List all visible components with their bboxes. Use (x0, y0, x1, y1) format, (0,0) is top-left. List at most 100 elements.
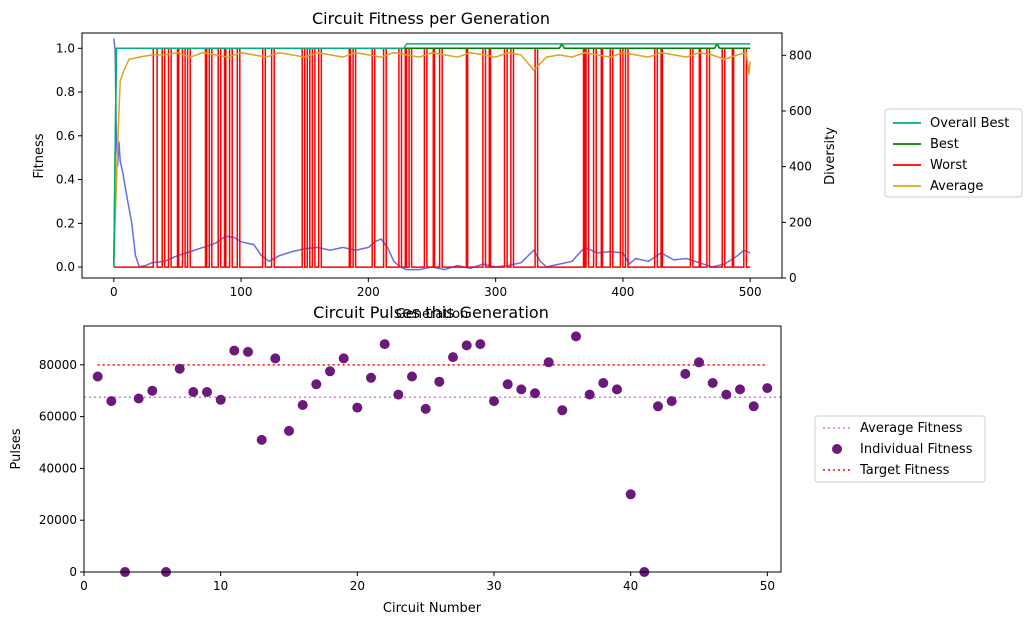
x-tick-label: 30 (486, 579, 501, 593)
scatter-point (625, 489, 636, 500)
y-tick-label: 20000 (39, 513, 77, 527)
y-tick-label: 80000 (39, 358, 77, 372)
legend-label: Worst (930, 158, 967, 173)
scatter-point (707, 378, 718, 388)
scatter-point (366, 372, 376, 383)
fitness-chart: Circuit Fitness per Generation 0 100 200 30… (32, 9, 1023, 322)
scatter-point (584, 389, 595, 400)
fitness-chart-y2-ticks: 0 200 400 600 800 (782, 48, 812, 285)
legend-label: Target Fitness (859, 463, 950, 478)
scatter-point (147, 385, 158, 396)
scatter-point (721, 389, 732, 400)
x-tick-label: 20 (350, 579, 365, 593)
pulses-chart-x-ticks: 0 10 20 30 40 50 (80, 572, 775, 593)
scatter-point (407, 371, 417, 382)
scatter-point (530, 388, 540, 399)
scatter-point (557, 405, 568, 416)
x-tick-label: 500 (739, 285, 762, 299)
scatter-point (325, 366, 335, 377)
scatter-point (311, 379, 322, 390)
y-tick-label: 1.0 (56, 41, 75, 55)
scatter-point (393, 389, 404, 400)
scatter-point (516, 384, 527, 395)
legend-swatch (832, 444, 842, 454)
pulses-chart-reference-lines (84, 364, 781, 398)
pulses-chart-points (92, 331, 773, 577)
y-tick-label: 40000 (39, 461, 77, 475)
scatter-point (188, 387, 199, 397)
pulses-chart-xlabel: Circuit Number (383, 601, 482, 616)
series-average-line (113, 51, 751, 263)
x-tick-label: 10 (213, 579, 228, 593)
x-tick-label: 50 (760, 579, 775, 593)
legend-label: Best (930, 137, 959, 152)
legend-label: Individual Fitness (860, 442, 973, 457)
y-tick-label: 0.0 (56, 260, 75, 274)
scatter-point (666, 396, 677, 407)
scatter-point (694, 357, 704, 368)
y2-tick-label: 600 (789, 104, 812, 118)
pulses-chart-ylabel: Pulses (9, 428, 24, 469)
pulses-chart: Circuit Pulses this Generation 0 10 20 30 40… (9, 303, 986, 616)
fitness-chart-xlabel: Generation (396, 307, 469, 322)
scatter-point (748, 401, 759, 412)
fitness-chart-ylabel: Fitness (32, 133, 47, 178)
scatter-point (352, 402, 363, 413)
y2-tick-label: 0 (789, 271, 797, 285)
scatter-point (448, 352, 458, 363)
y2-tick-label: 200 (789, 215, 812, 229)
fitness-chart-title: Circuit Fitness per Generation (312, 9, 550, 28)
y2-tick-label: 800 (789, 48, 812, 62)
scatter-point (735, 384, 745, 395)
scatter-point (434, 376, 445, 387)
x-tick-label: 40 (623, 579, 638, 593)
scatter-point (92, 371, 103, 382)
y-tick-label: 0 (69, 565, 77, 579)
scatter-point (379, 339, 390, 350)
y-tick-label: 0.4 (56, 173, 75, 187)
x-tick-label: 0 (110, 285, 118, 299)
legend-label: Overall Best (930, 116, 1009, 131)
x-tick-label: 300 (484, 285, 507, 299)
x-tick-label: 0 (80, 579, 88, 593)
scatter-point (680, 368, 691, 379)
scatter-point (598, 378, 609, 388)
scatter-point (543, 357, 554, 368)
pulses-chart-y-ticks: 0 20000 40000 60000 80000 (39, 358, 84, 579)
scatter-point (461, 340, 472, 351)
x-tick-label: 400 (611, 285, 634, 299)
scatter-point (215, 394, 226, 405)
scatter-point (256, 434, 267, 445)
x-tick-label: 200 (357, 285, 380, 299)
scatter-point (133, 393, 144, 404)
legend-label: Average Fitness (860, 421, 963, 436)
series-overall-best-line (113, 43, 751, 268)
fitness-chart-x-ticks: 0 100 200 300 400 500 (110, 278, 762, 299)
series-worst-line (113, 47, 751, 268)
scatter-point (653, 401, 663, 412)
fitness-chart-series (113, 38, 751, 271)
y-tick-label: 60000 (39, 410, 77, 424)
scatter-point (762, 383, 773, 394)
y-tick-label: 0.2 (56, 216, 75, 230)
scatter-point (571, 331, 581, 342)
x-tick-label: 100 (230, 285, 253, 299)
scatter-point (297, 400, 308, 410)
pulses-chart-legend: Average Fitness Individual Fitness Target … (814, 415, 986, 483)
scatter-point (420, 403, 431, 414)
scatter-point (229, 345, 240, 356)
pulses-chart-frame (83, 325, 782, 573)
scatter-point (502, 379, 513, 390)
fitness-chart-y2label: Diversity (823, 127, 838, 185)
y-tick-label: 0.6 (56, 129, 75, 143)
y-tick-label: 0.8 (56, 85, 75, 99)
scatter-point (270, 353, 281, 364)
scatter-point (174, 363, 185, 374)
fitness-chart-frame (81, 32, 783, 279)
scatter-point (284, 425, 294, 436)
scatter-point (612, 384, 622, 395)
legend-label: Average (930, 179, 983, 194)
scatter-point (106, 396, 117, 407)
y2-tick-label: 400 (789, 160, 812, 174)
